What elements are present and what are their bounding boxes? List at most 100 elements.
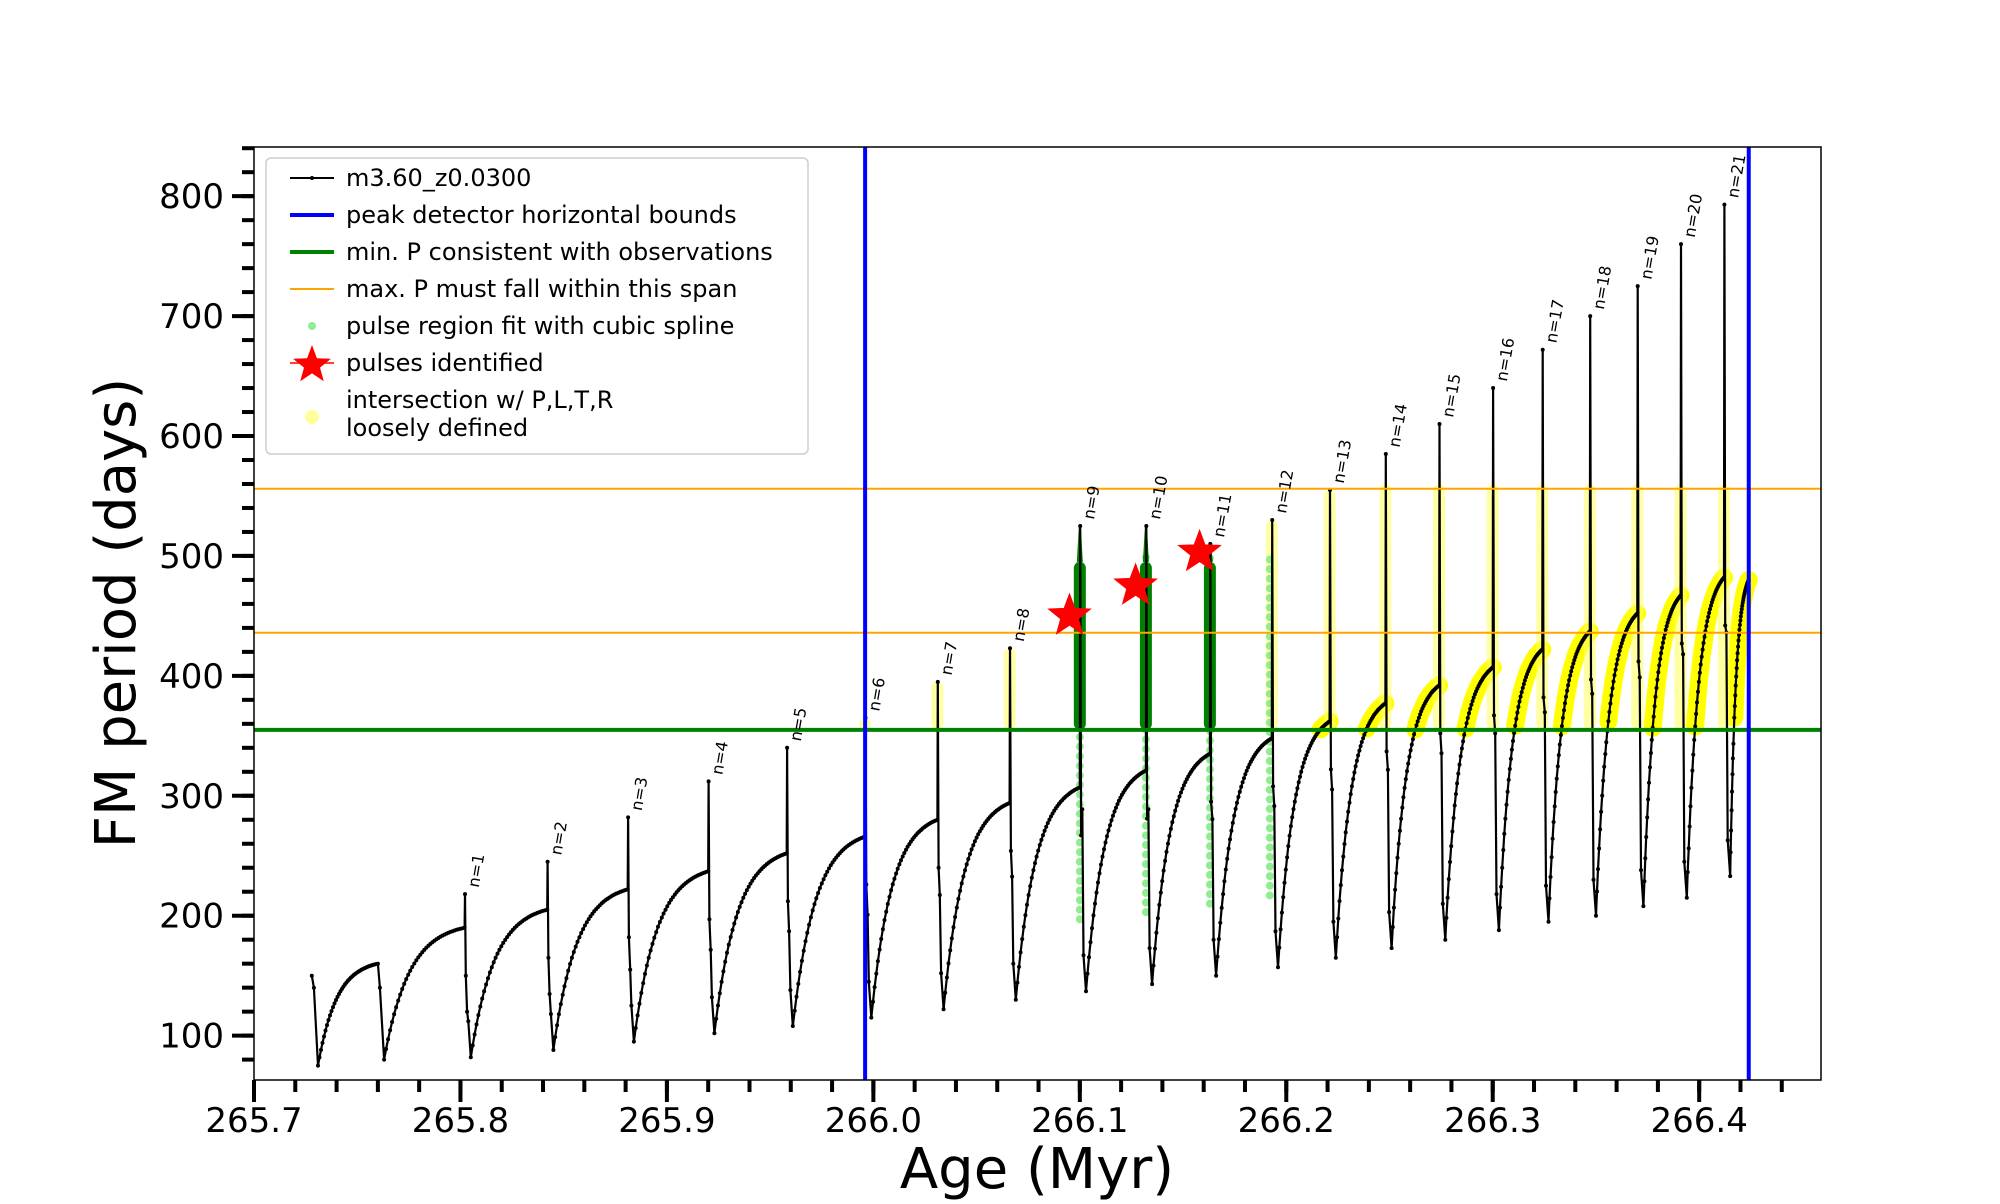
pulse-label: n=2: [546, 820, 571, 857]
series-point: [639, 991, 644, 995]
series-point: [894, 871, 899, 876]
series-point: [1209, 799, 1214, 804]
pulse-label: n=6: [864, 676, 889, 713]
spline-point: [1265, 776, 1274, 785]
series-point: [1496, 928, 1501, 933]
series-point: [1327, 719, 1332, 724]
series-point: [628, 967, 633, 972]
series-point: [1547, 896, 1552, 901]
spline-point: [1075, 905, 1084, 914]
series-point: [1606, 719, 1611, 724]
series-point: [799, 958, 804, 963]
series-point: [1501, 848, 1506, 852]
series-point: [1335, 935, 1340, 940]
series-point: [1299, 769, 1304, 774]
series-point: [1725, 838, 1730, 843]
series-point: [810, 908, 815, 913]
series-point: [1020, 937, 1025, 942]
series-point: [1303, 756, 1308, 761]
spline-point: [1265, 872, 1274, 881]
series-point: [1609, 693, 1614, 698]
series-point: [1603, 752, 1608, 756]
series-point: [1276, 965, 1280, 970]
series-point: [1277, 945, 1282, 950]
series-point: [396, 998, 401, 1003]
series-point: [785, 899, 790, 904]
series-point: [331, 1005, 335, 1010]
series-point: [951, 925, 956, 930]
series-point: [470, 1043, 475, 1048]
series-point: [1036, 848, 1041, 853]
series-point: [959, 881, 964, 886]
series-point: [1272, 804, 1277, 808]
series-point: [1105, 834, 1109, 839]
series-point: [790, 1024, 795, 1028]
series-point: [1732, 704, 1737, 709]
series-point: [1039, 837, 1044, 842]
x-tick-label: 266.1: [1031, 1101, 1128, 1141]
series-point: [648, 948, 653, 953]
series-point: [725, 950, 729, 955]
series-point: [1353, 764, 1358, 769]
series-point: [1729, 808, 1734, 813]
series-point: [1456, 771, 1461, 776]
series-point: [545, 907, 550, 912]
x-tick-label: 265.7: [205, 1101, 302, 1141]
series-point: [1686, 846, 1691, 851]
series-point: [322, 1034, 326, 1039]
series-point: [1559, 724, 1564, 729]
series-point: [1389, 946, 1394, 951]
series-point: [1270, 518, 1275, 522]
series-point: [1599, 809, 1604, 814]
series-point: [1362, 732, 1367, 737]
series-point: [1037, 843, 1042, 847]
series-point: [1444, 915, 1449, 920]
series-point: [1084, 989, 1088, 994]
series-point: [643, 971, 647, 976]
series-point: [1225, 856, 1230, 861]
series-point: [972, 839, 977, 844]
spline-point: [1265, 804, 1274, 813]
series-point: [631, 1039, 636, 1044]
series-point: [1518, 694, 1523, 699]
series-point: [390, 1020, 395, 1024]
series-point: [1450, 829, 1455, 834]
pulse-label: n=1: [464, 852, 489, 889]
series-point: [1008, 848, 1013, 853]
series-point: [1240, 780, 1245, 785]
series-point: [1181, 783, 1186, 788]
series-point: [1566, 683, 1571, 688]
series-point: [1661, 640, 1665, 645]
series-point: [1709, 603, 1713, 608]
series-point: [706, 869, 711, 874]
series-point: [1167, 833, 1172, 838]
series-point: [1494, 892, 1499, 897]
series-point: [935, 679, 940, 684]
series-point: [328, 1013, 332, 1018]
series-point: [1229, 828, 1234, 833]
series-point: [1503, 816, 1508, 821]
spline-point: [1141, 879, 1150, 888]
series-point: [1646, 797, 1651, 802]
series-point: [1348, 792, 1353, 797]
series-point: [491, 960, 496, 965]
series-point: [1077, 785, 1082, 790]
series-point: [311, 985, 316, 990]
series-point: [1635, 611, 1640, 616]
series-point: [1342, 842, 1347, 846]
series-point: [1385, 767, 1390, 772]
series-point: [1572, 658, 1577, 663]
series-point: [1565, 688, 1570, 693]
series-point: [1498, 905, 1502, 910]
series-point: [1023, 913, 1028, 918]
series-point: [1665, 620, 1670, 625]
series-point: [1660, 645, 1664, 650]
series-point: [1602, 764, 1607, 769]
series-point: [1415, 719, 1420, 724]
series-point: [1080, 807, 1085, 812]
series-point: [792, 1008, 797, 1013]
series-point: [1619, 641, 1624, 646]
series-point: [814, 896, 819, 901]
series-point: [1735, 658, 1740, 663]
